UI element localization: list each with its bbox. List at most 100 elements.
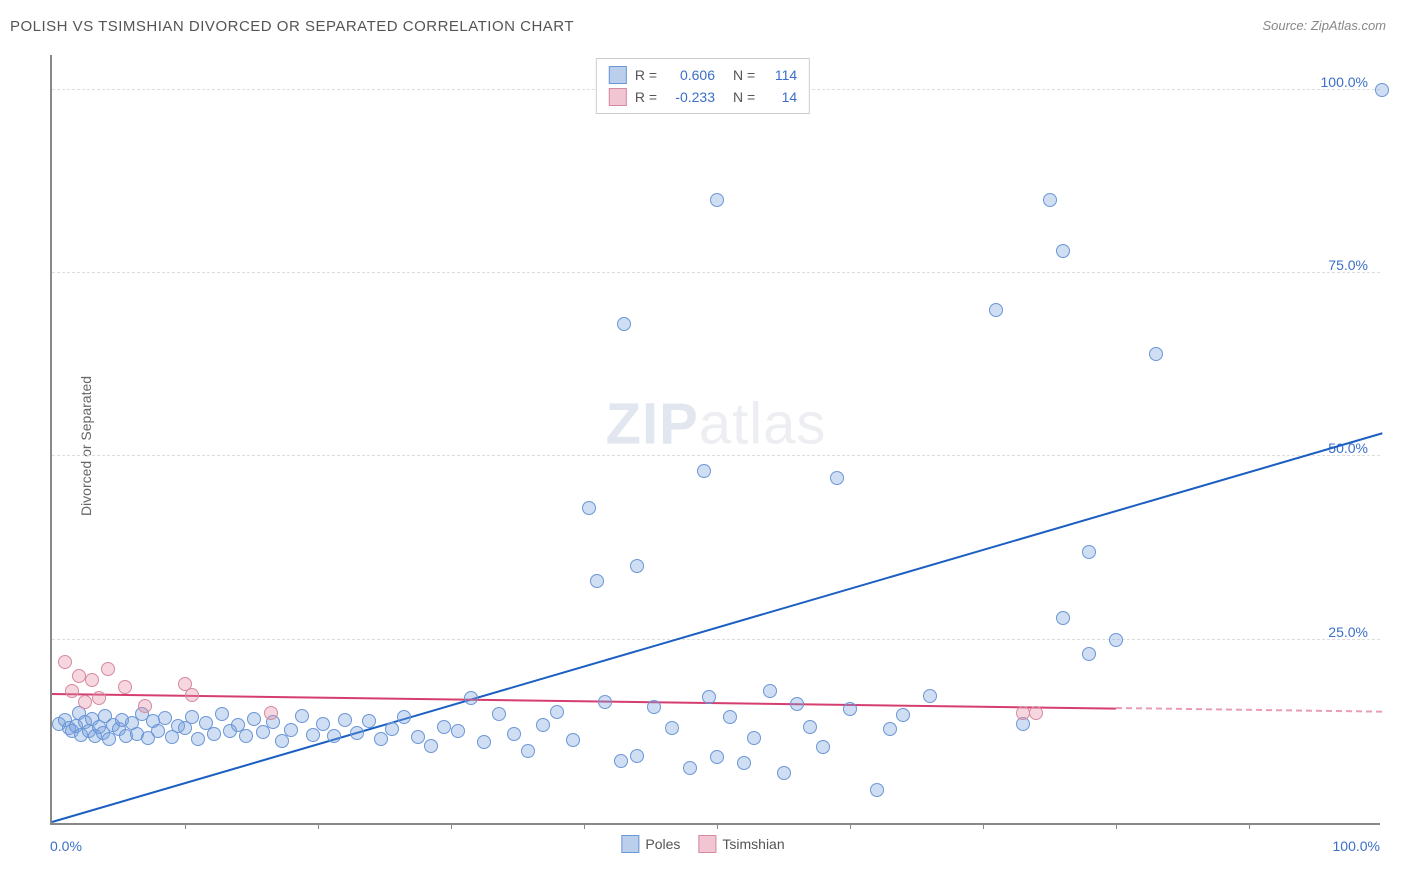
data-point [697, 464, 711, 478]
data-point [65, 684, 79, 698]
data-point [830, 471, 844, 485]
data-point [191, 732, 205, 746]
data-point [451, 724, 465, 738]
data-point [507, 727, 521, 741]
xtick [451, 823, 452, 829]
legend-n-label: N = [733, 86, 755, 108]
data-point [464, 691, 478, 705]
data-point [614, 754, 628, 768]
data-point [790, 697, 804, 711]
data-point [747, 731, 761, 745]
data-point [582, 501, 596, 515]
x-axis-start-label: 0.0% [50, 838, 82, 854]
data-point [338, 713, 352, 727]
data-point [803, 720, 817, 734]
data-point [710, 193, 724, 207]
data-point [1082, 647, 1096, 661]
legend-label: Tsimshian [722, 836, 784, 852]
data-point [492, 707, 506, 721]
source-label: Source: ZipAtlas.com [1262, 18, 1386, 33]
xtick [717, 823, 718, 829]
legend-swatch [698, 835, 716, 853]
ytick-label: 25.0% [1328, 624, 1368, 640]
data-point [385, 722, 399, 736]
xtick [1249, 823, 1250, 829]
data-point [264, 706, 278, 720]
chart-container: POLISH VS TSIMSHIAN DIVORCED OR SEPARATE… [0, 0, 1406, 892]
data-point [411, 730, 425, 744]
data-point [1056, 611, 1070, 625]
data-point [883, 722, 897, 736]
legend-n-value: 14 [763, 86, 797, 108]
data-point [92, 691, 106, 705]
data-point [1375, 83, 1389, 97]
legend-swatch [609, 88, 627, 106]
legend-r-label: R = [635, 86, 657, 108]
data-point [989, 303, 1003, 317]
data-point [598, 695, 612, 709]
xtick [185, 823, 186, 829]
x-axis-end-label: 100.0% [1333, 838, 1380, 854]
data-point [284, 723, 298, 737]
xtick [1116, 823, 1117, 829]
data-point [816, 740, 830, 754]
data-point [777, 766, 791, 780]
data-point [151, 724, 165, 738]
data-point [58, 655, 72, 669]
data-point [247, 712, 261, 726]
xtick [318, 823, 319, 829]
watermark-zip: ZIP [606, 391, 699, 456]
data-point [295, 709, 309, 723]
xtick [584, 823, 585, 829]
data-point [362, 714, 376, 728]
data-point [683, 761, 697, 775]
data-point [85, 673, 99, 687]
data-point [397, 710, 411, 724]
trendline-dashed [1116, 707, 1382, 713]
legend-n-value: 114 [763, 64, 797, 86]
data-point [138, 699, 152, 713]
legend-swatch [609, 66, 627, 84]
data-point [158, 711, 172, 725]
data-point [72, 669, 86, 683]
data-point [617, 317, 631, 331]
data-point [316, 717, 330, 731]
data-point [723, 710, 737, 724]
data-point [424, 739, 438, 753]
data-point [101, 662, 115, 676]
legend-item: Poles [621, 835, 680, 853]
xtick [983, 823, 984, 829]
legend-row: R = -0.233 N = 14 [609, 86, 797, 108]
data-point [665, 721, 679, 735]
data-point [710, 750, 724, 764]
legend-n-label: N = [733, 64, 755, 86]
data-point [630, 559, 644, 573]
gridline [52, 272, 1380, 273]
watermark: ZIPatlas [606, 390, 827, 457]
data-point [1016, 706, 1030, 720]
data-point [630, 749, 644, 763]
plot-area: ZIPatlas 25.0%50.0%75.0%100.0% [50, 55, 1380, 825]
legend-item: Tsimshian [698, 835, 784, 853]
data-point [566, 733, 580, 747]
data-point [923, 689, 937, 703]
data-point [702, 690, 716, 704]
legend-row: R =0.606N =114 [609, 64, 797, 86]
data-point [1043, 193, 1057, 207]
series-legend: Poles Tsimshian [621, 835, 784, 853]
data-point [737, 756, 751, 770]
trendline [52, 432, 1383, 823]
legend-r-value: 0.606 [665, 64, 715, 86]
data-point [477, 735, 491, 749]
gridline [52, 639, 1380, 640]
data-point [1109, 633, 1123, 647]
data-point [1056, 244, 1070, 258]
xtick [850, 823, 851, 829]
data-point [1149, 347, 1163, 361]
data-point [1029, 706, 1043, 720]
legend-r-value: -0.233 [665, 86, 715, 108]
data-point [896, 708, 910, 722]
correlation-legend: R = 0.606 N = 114R = -0.233 N = 14 [596, 58, 810, 114]
legend-swatch [621, 835, 639, 853]
data-point [118, 680, 132, 694]
